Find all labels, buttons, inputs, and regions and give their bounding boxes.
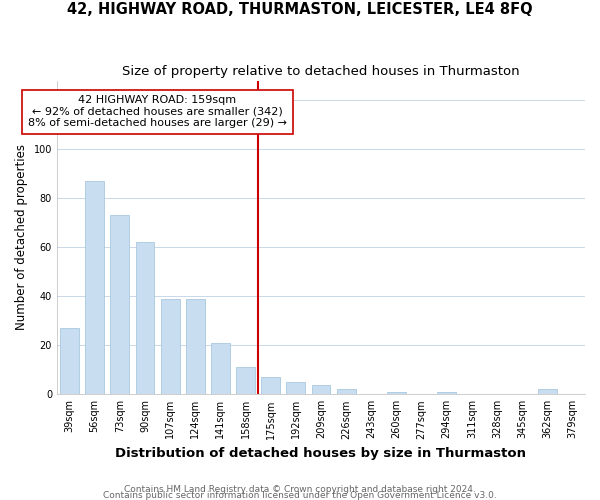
Bar: [186, 298, 205, 394]
Text: Contains public sector information licensed under the Open Government Licence v3: Contains public sector information licen…: [103, 490, 497, 500]
Bar: [337, 390, 356, 394]
Bar: [85, 181, 104, 394]
Text: 42, HIGHWAY ROAD, THURMASTON, LEICESTER, LE4 8FQ: 42, HIGHWAY ROAD, THURMASTON, LEICESTER,…: [67, 2, 533, 18]
Y-axis label: Number of detached properties: Number of detached properties: [15, 144, 28, 330]
Bar: [387, 392, 406, 394]
Bar: [311, 384, 331, 394]
Bar: [437, 392, 456, 394]
Bar: [161, 298, 179, 394]
Bar: [211, 343, 230, 394]
Bar: [261, 377, 280, 394]
Bar: [110, 216, 129, 394]
Bar: [60, 328, 79, 394]
X-axis label: Distribution of detached houses by size in Thurmaston: Distribution of detached houses by size …: [115, 447, 526, 460]
Bar: [286, 382, 305, 394]
Text: Contains HM Land Registry data © Crown copyright and database right 2024.: Contains HM Land Registry data © Crown c…: [124, 484, 476, 494]
Bar: [538, 390, 557, 394]
Bar: [136, 242, 154, 394]
Text: 42 HIGHWAY ROAD: 159sqm
← 92% of detached houses are smaller (342)
8% of semi-de: 42 HIGHWAY ROAD: 159sqm ← 92% of detache…: [28, 96, 287, 128]
Title: Size of property relative to detached houses in Thurmaston: Size of property relative to detached ho…: [122, 65, 520, 78]
Bar: [236, 368, 255, 394]
